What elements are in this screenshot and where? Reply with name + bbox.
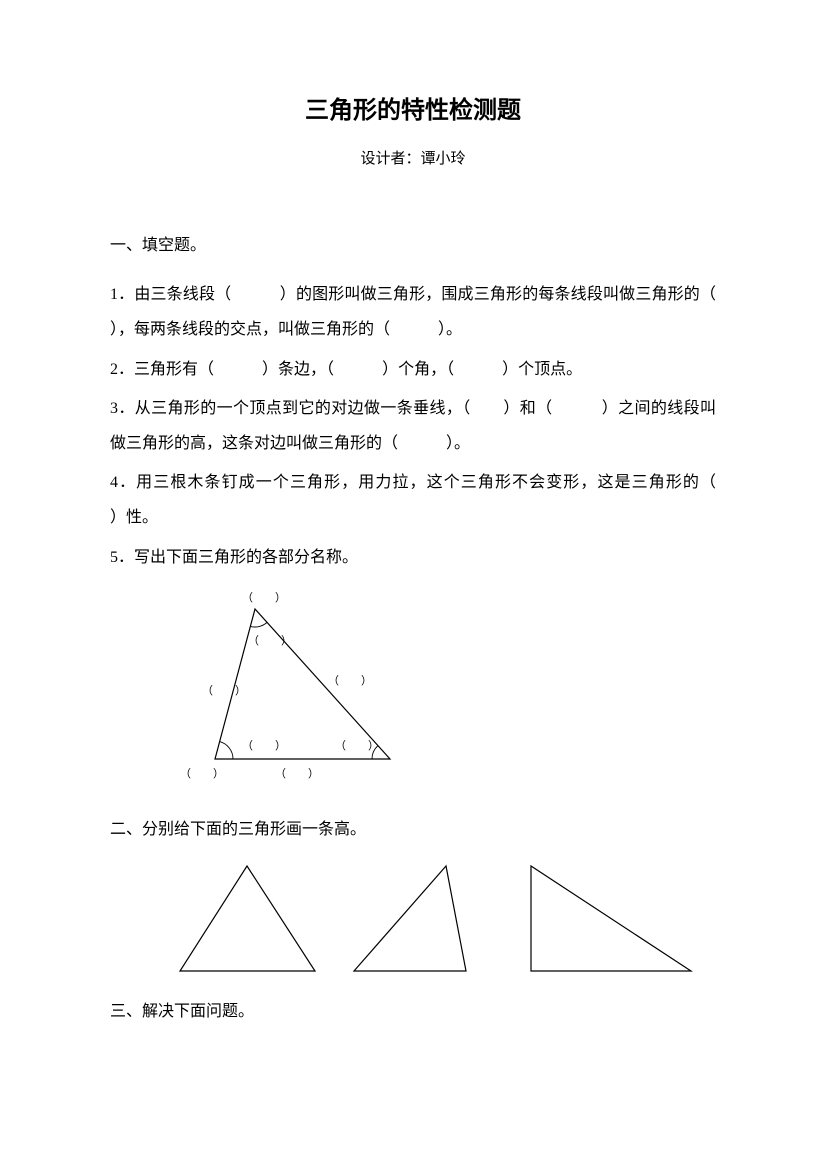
blank — [398, 435, 446, 452]
svg-text:（ ）: （ ） — [335, 739, 379, 752]
q1-part-d: ）。 — [438, 321, 462, 338]
labeled-triangle-svg: （ ） （ ） （ ） （ ） （ ） （ ） （ ） （ ） — [160, 589, 420, 789]
section-1-heading: 一、填空题。 — [110, 228, 716, 263]
q2-part-a: 2．三角形有（ — [110, 361, 214, 378]
svg-text:（ ）: （ ） — [202, 684, 246, 697]
q1-part-b: ）的图形叫做三角形，围成三角形的每条线段叫做三角形的（ — [280, 286, 716, 303]
q2-part-d: ）个顶点。 — [502, 361, 582, 378]
blank — [716, 474, 764, 491]
svg-text:（ ）: （ ） — [180, 767, 224, 780]
q1-part-a: 1．由三条线段（ — [110, 286, 231, 303]
question-2: 2．三角形有（ ）条边，（ ）个角，（ ）个顶点。 — [110, 352, 716, 387]
author-line: 设计者：谭小玲 — [110, 147, 716, 168]
blank — [454, 361, 502, 378]
section-3-heading: 三、解决下面问题。 — [110, 994, 716, 1029]
section-2-heading: 二、分别给下面的三角形画一条高。 — [110, 812, 716, 847]
draw-triangle-1 — [170, 861, 325, 976]
blank — [471, 400, 504, 417]
q2-part-c: ）个角，（ — [382, 361, 454, 378]
q3-part-b: ）和（ — [503, 400, 552, 417]
svg-text:（ ）: （ ） — [328, 674, 372, 687]
blank — [334, 361, 382, 378]
blank — [390, 321, 438, 338]
question-3: 3．从三角形的一个顶点到它的对边做一条垂线，（ ）和（ ）之间的线段叫做三角形的… — [110, 391, 716, 461]
svg-text:（ ）: （ ） — [248, 634, 292, 647]
draw-triangles-row — [170, 861, 696, 976]
draw-triangle-3 — [521, 861, 696, 976]
q3-part-d: ）。 — [446, 435, 470, 452]
question-1: 1．由三条线段（ ）的图形叫做三角形，围成三角形的每条线段叫做三角形的（ ），每… — [110, 277, 716, 347]
blank — [553, 400, 602, 417]
q2-part-b: ）条边，（ — [262, 361, 334, 378]
labeled-triangle-figure: （ ） （ ） （ ） （ ） （ ） （ ） （ ） （ ） — [160, 589, 716, 794]
draw-triangle-2 — [346, 861, 501, 976]
q4-part-b: ）性。 — [110, 509, 158, 526]
q1-part-c: ），每两条线段的交点，叫做三角形的（ — [110, 321, 390, 338]
q3-part-a: 3．从三角形的一个顶点到它的对边做一条垂线，（ — [110, 400, 471, 417]
svg-text:（ ）: （ ） — [275, 767, 319, 780]
blank — [716, 286, 764, 303]
page-title: 三角形的特性检测题 — [110, 90, 716, 125]
question-4: 4．用三根木条钉成一个三角形，用力拉，这个三角形不会变形，这是三角形的（ ）性。 — [110, 465, 716, 535]
question-5: 5．写出下面三角形的各部分名称。 — [110, 540, 716, 575]
svg-text:（ ）: （ ） — [242, 739, 286, 752]
blank — [214, 361, 262, 378]
svg-text:（ ）: （ ） — [242, 591, 286, 604]
q4-part-a: 4．用三根木条钉成一个三角形，用力拉，这个三角形不会变形，这是三角形的（ — [110, 474, 716, 491]
blank — [231, 286, 279, 303]
